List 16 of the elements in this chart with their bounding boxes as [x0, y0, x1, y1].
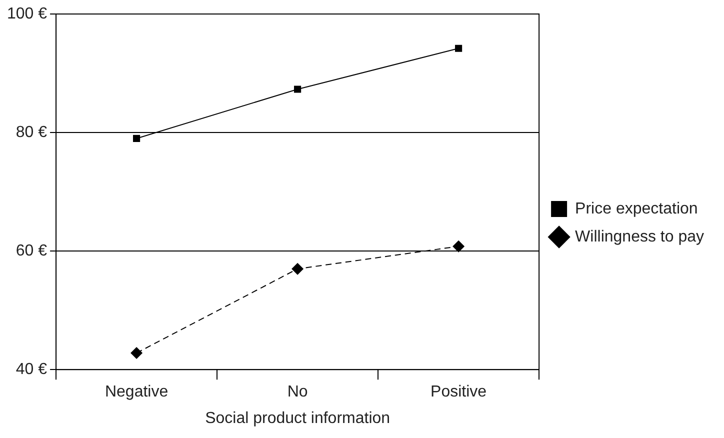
- x-tick-label: Negative: [104, 384, 168, 401]
- legend-label: Price expectation: [575, 200, 698, 218]
- point: [294, 86, 302, 93]
- x-tick-label: No: [287, 384, 308, 401]
- point: [292, 262, 304, 275]
- y-tick-label: 100 €: [6, 5, 48, 22]
- point: [133, 134, 140, 142]
- point: [455, 44, 462, 52]
- x-axis-title: Social product information: [205, 410, 390, 427]
- y-tick-label: 60 €: [16, 242, 48, 260]
- point: [130, 347, 143, 360]
- x-tick-label: Positive: [430, 384, 487, 401]
- y-tick-label: 80 €: [16, 124, 48, 141]
- legend-label: Willingness to pay: [575, 228, 704, 246]
- y-tick-label: 40 €: [16, 361, 48, 378]
- point: [452, 240, 465, 252]
